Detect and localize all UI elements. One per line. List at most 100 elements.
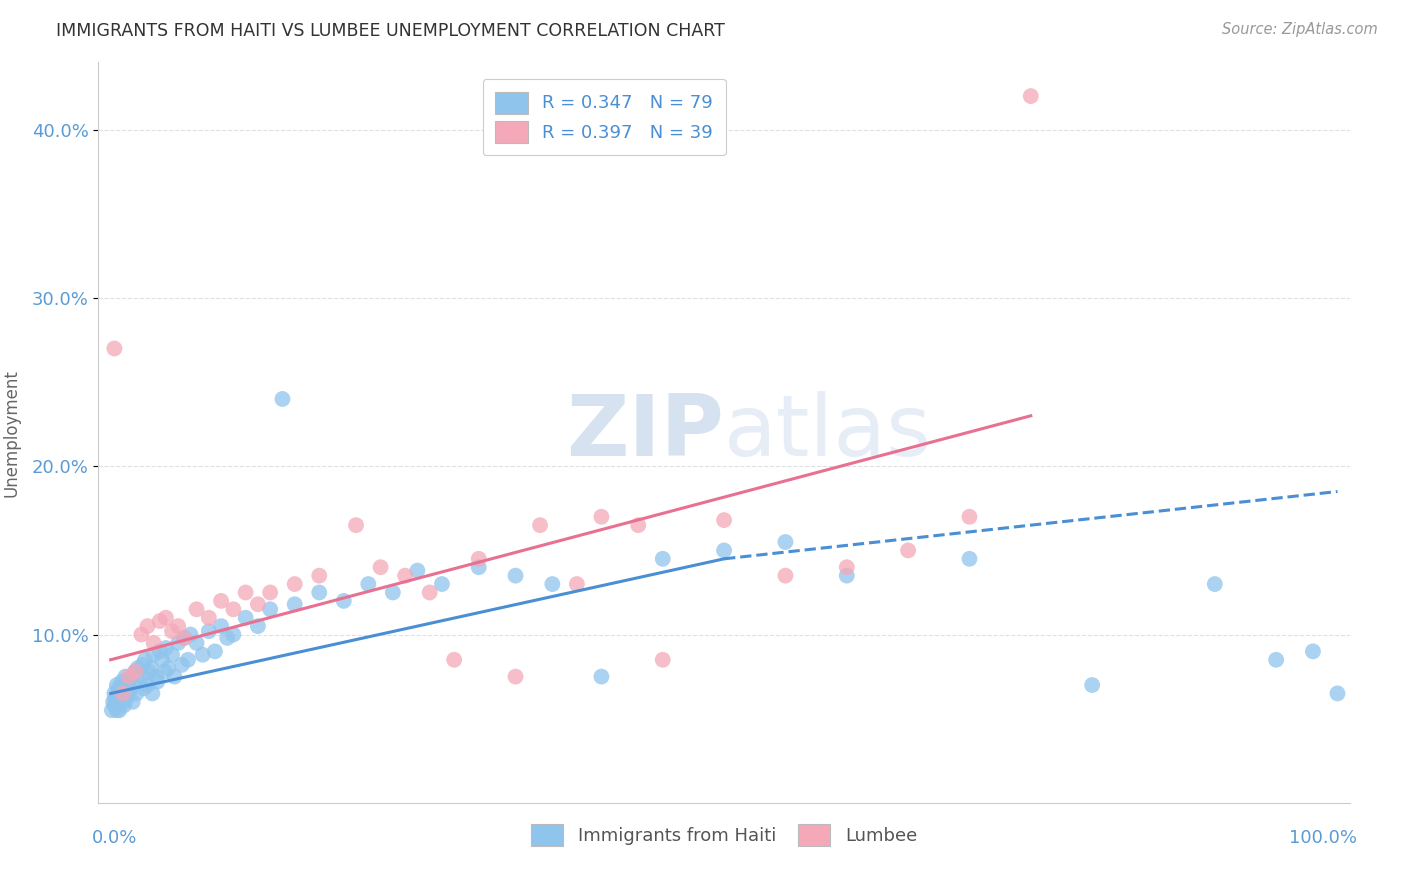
Point [959,551,981,566]
Point [1019,89,1042,103]
Point [141,686,163,700]
Point [155,610,177,624]
Point [235,585,257,599]
Point [120,681,142,696]
Point [186,602,208,616]
Point [173,631,195,645]
Point [111,674,134,689]
Point [127,661,149,675]
Point [204,644,226,658]
Point [222,627,245,641]
Point [713,543,735,558]
Point [627,518,650,533]
Point [153,665,176,679]
Point [959,509,981,524]
Point [406,564,429,578]
Point [134,653,156,667]
Point [160,624,183,639]
Point [177,653,200,667]
Point [118,670,141,684]
Point [430,577,453,591]
Point [370,560,392,574]
Point [591,509,613,524]
Point [651,653,673,667]
Point [101,703,124,717]
Text: 0.0%: 0.0% [91,829,136,847]
Point [209,619,232,633]
Point [131,657,153,672]
Point [112,698,135,713]
Point [125,686,148,700]
Point [114,670,136,684]
Point [222,602,245,616]
Point [1081,678,1104,692]
Point [145,670,167,684]
Point [155,640,177,655]
Point [105,678,128,692]
Point [173,631,195,645]
Point [775,568,797,582]
Point [1326,686,1348,700]
Point [271,392,294,406]
Y-axis label: Unemployment: Unemployment [3,368,21,497]
Point [146,674,169,689]
Point [357,577,380,591]
Text: IMMIGRANTS FROM HAITI VS LUMBEE UNEMPLOYMENT CORRELATION CHART: IMMIGRANTS FROM HAITI VS LUMBEE UNEMPLOY… [56,22,725,40]
Point [1204,577,1226,591]
Point [835,560,858,574]
Point [191,648,214,662]
Point [104,691,127,706]
Point [198,624,221,639]
Point [217,631,239,645]
Point [167,619,190,633]
Point [443,653,465,667]
Point [103,342,125,356]
Point [246,597,269,611]
Point [333,594,356,608]
Point [128,674,150,689]
Point [157,661,180,675]
Point [344,518,367,533]
Point [246,619,269,633]
Point [419,585,441,599]
Point [110,686,132,700]
Point [136,678,159,692]
Point [651,551,673,566]
Point [121,695,143,709]
Point [141,661,163,675]
Point [149,614,172,628]
Point [111,686,134,700]
Point [179,627,201,641]
Point [163,670,186,684]
Point [142,636,165,650]
Point [103,698,125,713]
Text: 100.0%: 100.0% [1289,829,1357,847]
Point [103,686,125,700]
Point [529,518,551,533]
Point [198,610,221,624]
Point [394,568,416,582]
Point [142,648,165,662]
Point [467,560,489,574]
Point [467,551,489,566]
Point [131,670,153,684]
Point [775,535,797,549]
Point [131,627,153,641]
Point [170,657,193,672]
Point [117,678,139,692]
Point [149,644,172,658]
Point [186,636,208,650]
Point [121,670,143,684]
Text: Source: ZipAtlas.com: Source: ZipAtlas.com [1222,22,1378,37]
Point [541,577,564,591]
Point [101,695,124,709]
Point [235,610,257,624]
Point [167,636,190,650]
Point [565,577,588,591]
Point [259,602,281,616]
Point [209,594,232,608]
Point [107,681,129,696]
Point [308,585,330,599]
Point [591,670,613,684]
Point [1265,653,1288,667]
